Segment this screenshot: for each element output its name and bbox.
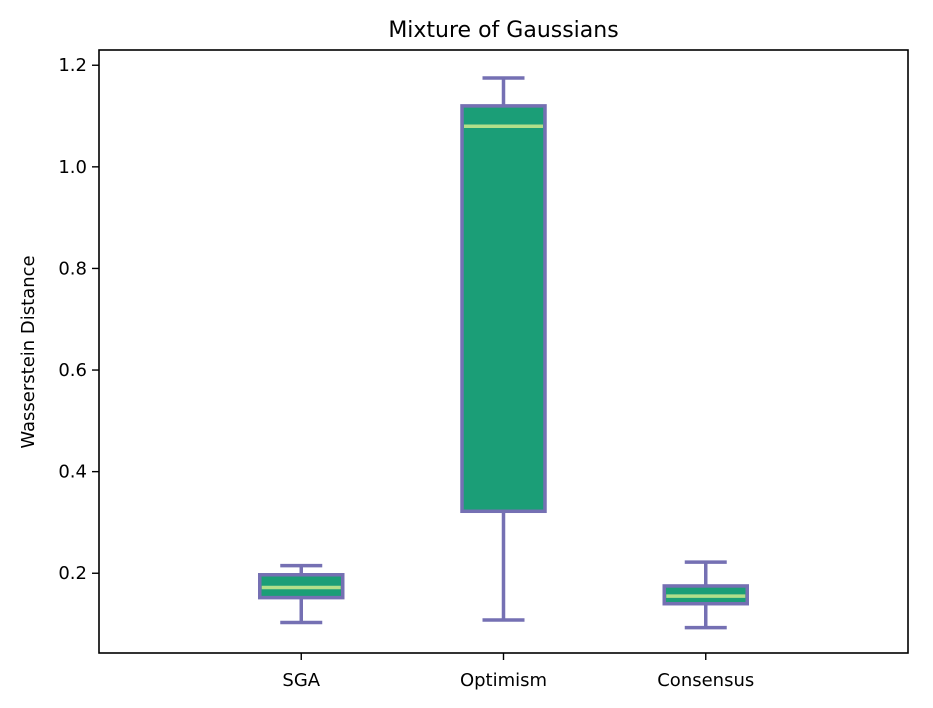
x-tick-label: Consensus: [657, 670, 754, 691]
box-body: [460, 104, 547, 514]
y-tick-label: 0.8: [58, 258, 87, 279]
y-tick-label: 0.2: [58, 563, 87, 584]
x-axis: SGA Optimism Consensus: [282, 653, 754, 691]
y-tick-label: 0.6: [58, 360, 87, 381]
y-tick-label: 1.0: [58, 157, 87, 178]
box-series: [258, 76, 749, 630]
box-plot-sga: [258, 563, 345, 625]
x-tick-label: SGA: [282, 670, 320, 691]
y-axis: 0.2 0.4 0.6 0.8 1.0 1.2: [58, 55, 99, 584]
chart-title: Mixture of Gaussians: [388, 18, 618, 43]
box-plot-optimism: [460, 76, 547, 622]
y-tick-label: 0.4: [58, 462, 87, 483]
y-axis-label: Wasserstein Distance: [18, 255, 39, 448]
y-tick-label: 1.2: [58, 55, 87, 76]
box-plot-consensus: [662, 560, 749, 630]
x-tick-label: Optimism: [460, 670, 547, 691]
